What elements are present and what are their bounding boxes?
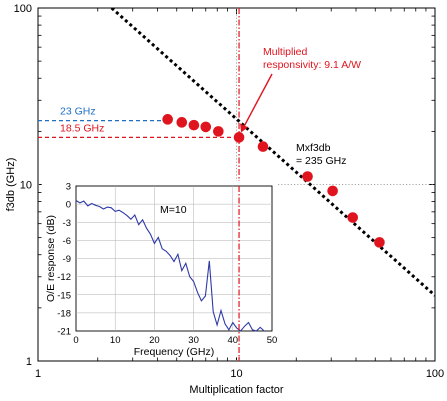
reference-line-label: 23 GHz bbox=[60, 106, 96, 118]
data-point bbox=[233, 132, 245, 143]
inset-y-tick-label: -18 bbox=[57, 308, 71, 319]
inset-annotation: M=10 bbox=[160, 204, 187, 216]
data-point bbox=[374, 237, 385, 248]
annotation-gbp-line2: = 235 GHz bbox=[296, 155, 347, 167]
reference-line-label: 18.5 GHz bbox=[60, 122, 104, 134]
annotation-responsivity-line1: Multiplied bbox=[263, 46, 308, 58]
fit-line bbox=[110, 8, 435, 297]
inset-y-tick-label: -3 bbox=[63, 218, 71, 229]
inset-y-axis-title: O/E response (dB) bbox=[45, 215, 57, 302]
inset-response-trace bbox=[75, 200, 265, 332]
inset-y-tick-label: 3 bbox=[66, 182, 71, 193]
inset-y-tick-label: 0 bbox=[66, 200, 71, 211]
x-tick-label: 1 bbox=[35, 368, 41, 380]
data-point bbox=[200, 121, 212, 133]
data-point bbox=[162, 114, 173, 125]
y-tick-label: 10 bbox=[20, 180, 32, 192]
inset-x-tick-label: 0 bbox=[73, 335, 78, 346]
inset-y-tick-label: -9 bbox=[63, 254, 71, 265]
annotation-arrow bbox=[242, 73, 273, 129]
inset-x-tick-label: 40 bbox=[228, 335, 239, 346]
inset-x-tick-label: 30 bbox=[188, 335, 199, 346]
y-tick-label: 1 bbox=[26, 356, 32, 368]
y-axis-title: f3db (GHz) bbox=[5, 158, 17, 212]
annotation-gbp-line1: Mxf3db bbox=[296, 142, 331, 154]
annotation-responsivity-line2: responsivity: 9.1 A/W bbox=[263, 59, 361, 71]
data-point bbox=[176, 117, 188, 128]
data-point bbox=[302, 171, 313, 182]
data-point bbox=[347, 212, 359, 223]
y-tick-label: 100 bbox=[14, 3, 32, 15]
inset-y-tick-label: -21 bbox=[57, 327, 71, 338]
inset-x-axis-title: Frequency (GHz) bbox=[134, 346, 215, 358]
data-point bbox=[257, 141, 269, 152]
inset-x-tick-label: 10 bbox=[110, 335, 121, 346]
data-point bbox=[213, 126, 224, 137]
inset-x-tick-label: 50 bbox=[267, 335, 278, 346]
inset-x-tick-label: 20 bbox=[149, 335, 160, 346]
annotation-arrowhead bbox=[240, 123, 249, 133]
data-point bbox=[327, 185, 338, 197]
data-point bbox=[188, 119, 200, 131]
x-tick-label: 100 bbox=[426, 368, 444, 380]
inset-y-tick-label: -15 bbox=[57, 290, 71, 301]
x-axis-title: Multiplication factor bbox=[189, 384, 283, 396]
inset-plot: 0 10 20 30 40 5030-3-6-9-12-15-18-21Frequency… bbox=[42, 181, 278, 361]
inset-y-tick-label: -12 bbox=[57, 272, 71, 283]
x-tick-label: 10 bbox=[230, 368, 242, 380]
inset-y-tick-label: -6 bbox=[63, 236, 71, 247]
